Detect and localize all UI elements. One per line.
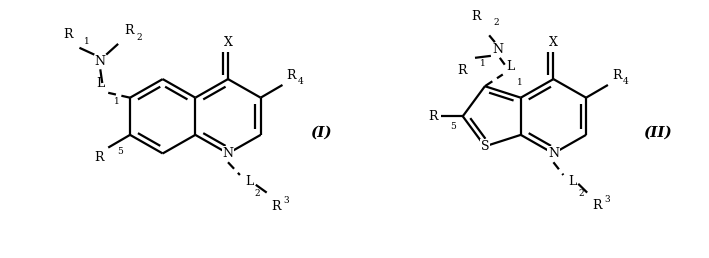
Text: 1: 1 (114, 97, 120, 106)
Text: R: R (63, 28, 72, 41)
Text: N: N (548, 147, 559, 160)
Text: R: R (457, 64, 467, 77)
Text: R: R (428, 110, 438, 123)
Text: L: L (96, 77, 104, 90)
Text: 4: 4 (623, 77, 629, 86)
Text: 4: 4 (297, 77, 303, 86)
Text: N: N (223, 147, 233, 160)
Text: R: R (124, 24, 133, 37)
Text: N: N (95, 55, 106, 68)
Text: X: X (223, 36, 233, 49)
Text: R: R (612, 69, 621, 82)
Text: R: R (286, 69, 296, 82)
Text: L: L (507, 60, 515, 72)
Text: X: X (549, 36, 558, 49)
Text: R: R (95, 150, 104, 164)
Text: 2: 2 (255, 189, 260, 198)
Text: 3: 3 (284, 196, 289, 205)
Text: 1: 1 (84, 37, 90, 46)
Text: (I): (I) (311, 126, 332, 140)
Text: N: N (492, 44, 503, 57)
Text: 2: 2 (494, 19, 499, 28)
Text: R: R (471, 10, 481, 23)
Text: S: S (481, 140, 489, 153)
Text: R: R (272, 200, 281, 213)
Text: 2: 2 (579, 189, 584, 198)
Text: R: R (592, 199, 602, 212)
Text: (II): (II) (643, 126, 671, 140)
Text: 2: 2 (136, 33, 142, 42)
Text: 3: 3 (604, 195, 610, 204)
Text: 1: 1 (517, 78, 523, 87)
Text: 5: 5 (117, 147, 123, 156)
Text: 1: 1 (480, 59, 486, 68)
Text: L: L (569, 175, 576, 188)
Text: L: L (245, 175, 253, 188)
Text: 5: 5 (450, 122, 456, 131)
